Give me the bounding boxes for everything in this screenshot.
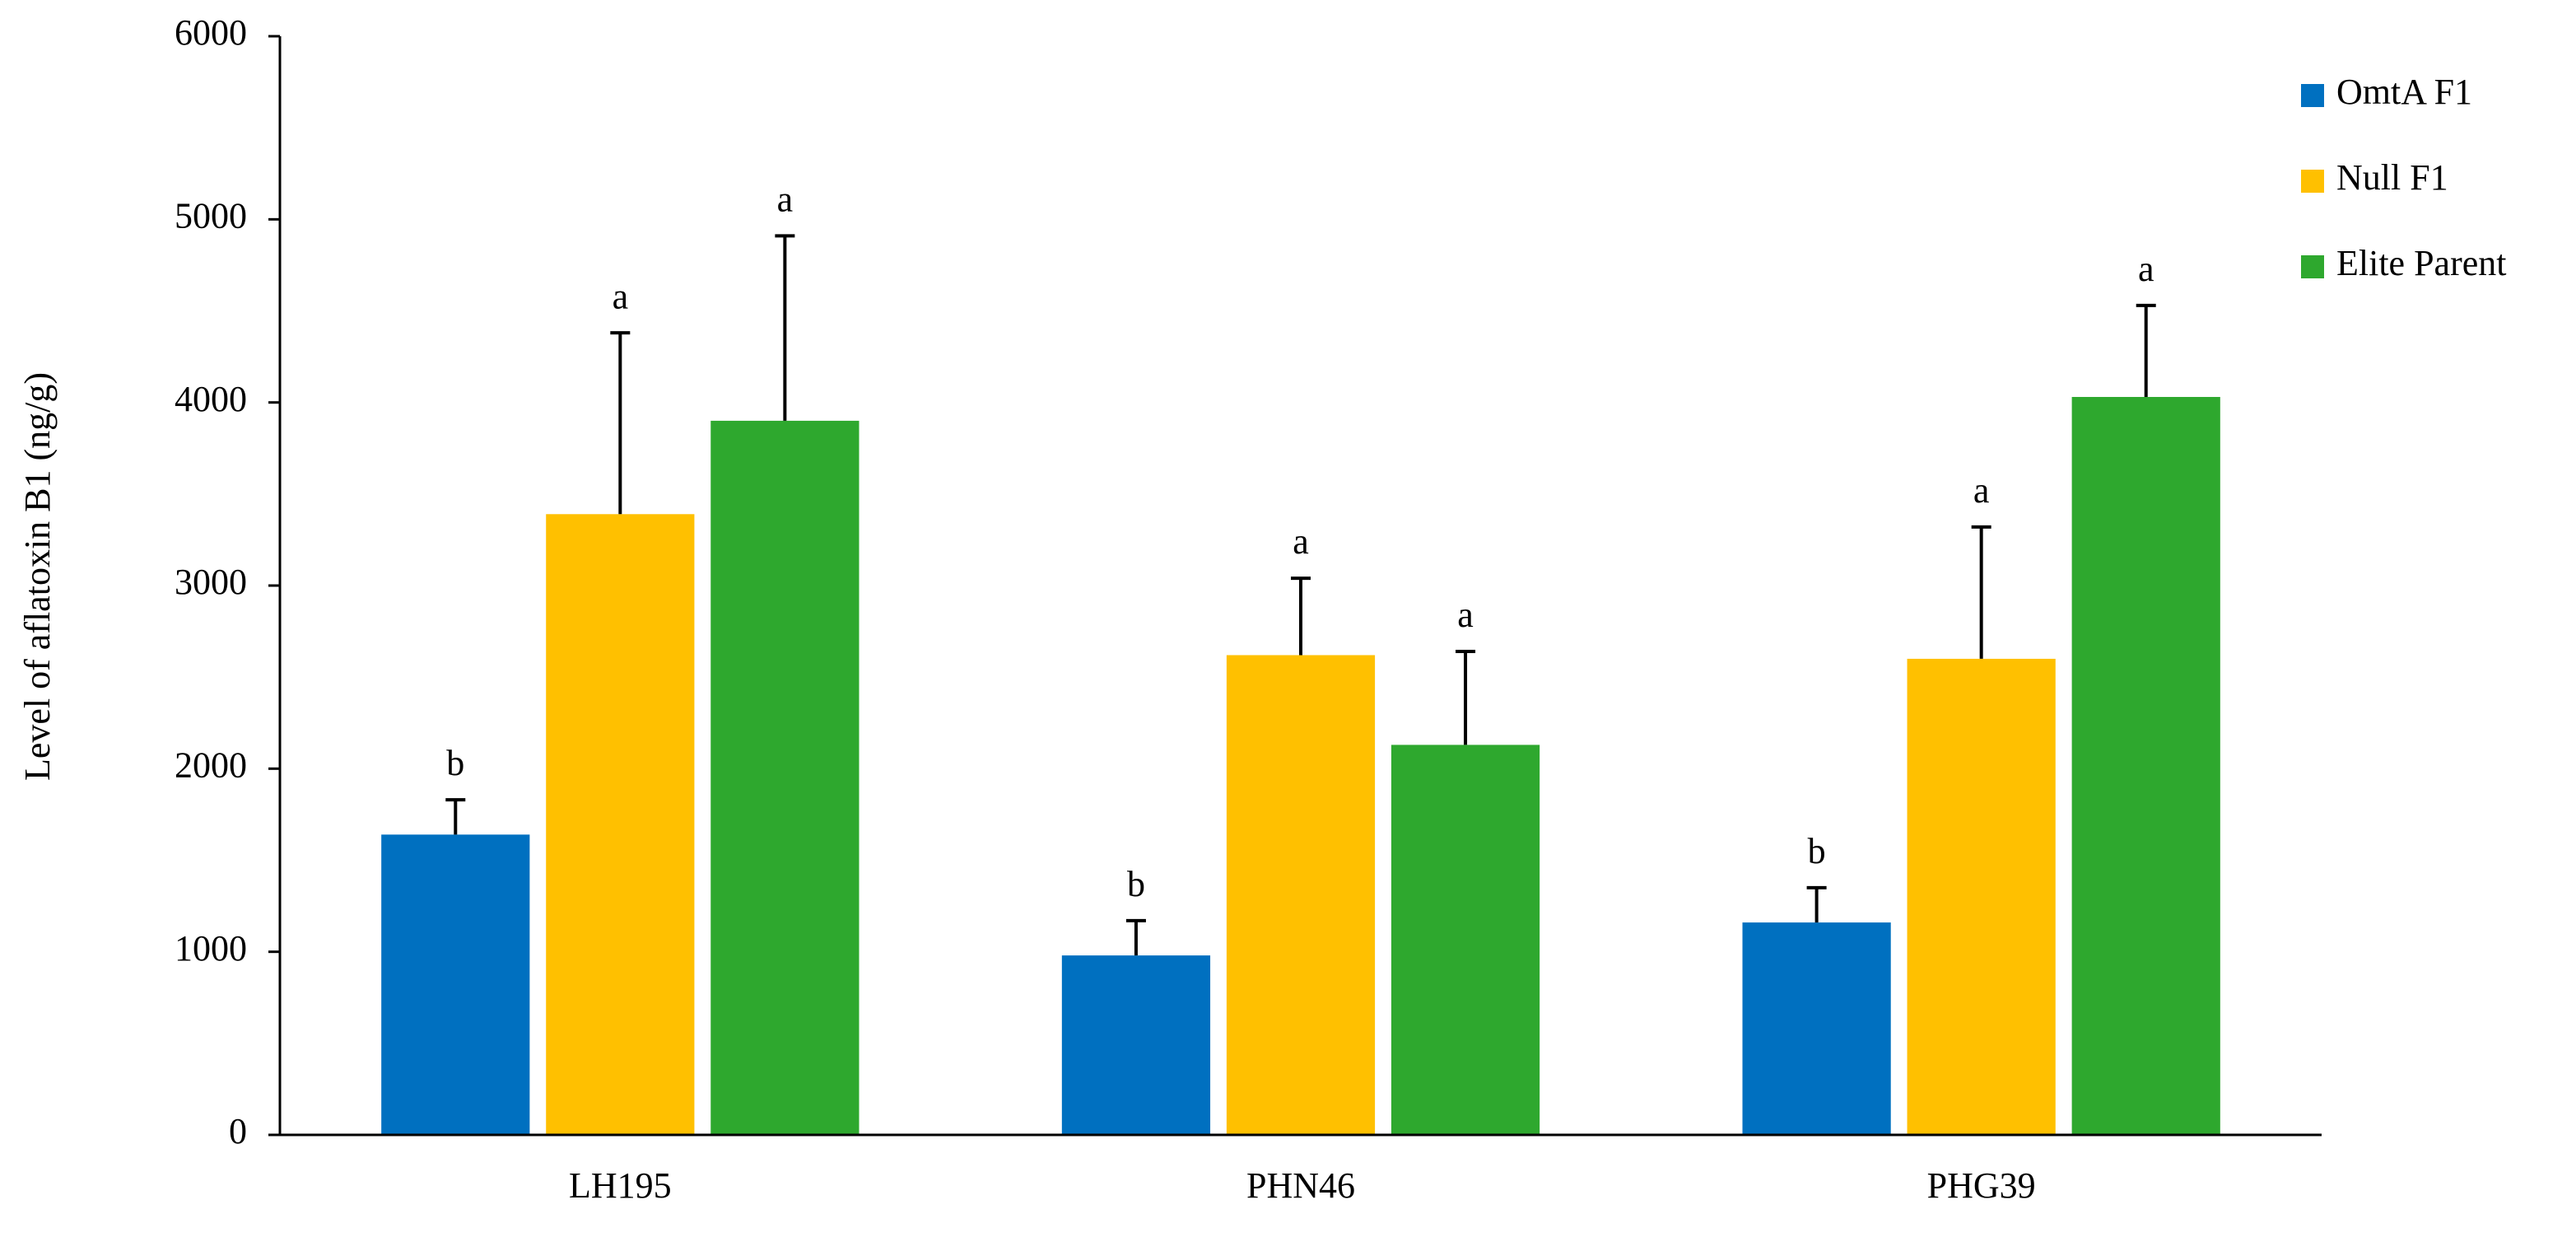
significance-label: a	[2138, 249, 2154, 289]
bar	[2071, 396, 2220, 1135]
bar	[1390, 745, 1540, 1135]
bar	[1907, 658, 2056, 1135]
y-axis-label: Level of aflatoxin B1 (ng/g)	[17, 372, 58, 781]
y-tick-label: 6000	[175, 12, 247, 53]
bar	[710, 420, 859, 1135]
y-tick-label: 2000	[175, 745, 247, 785]
x-tick-label: PHN46	[1246, 1165, 1355, 1206]
significance-label: a	[777, 179, 794, 219]
y-tick-label: 4000	[175, 379, 247, 419]
y-tick-label: 3000	[175, 562, 247, 602]
legend-swatch	[2301, 84, 2324, 107]
x-tick-label: LH195	[569, 1165, 672, 1206]
bar	[1742, 922, 1891, 1135]
bar	[1226, 655, 1376, 1135]
legend-label: Null F1	[2336, 157, 2448, 198]
x-tick-label: PHG39	[1927, 1165, 2036, 1206]
significance-label: a	[1293, 521, 1309, 562]
significance-label: b	[1808, 831, 1826, 871]
y-tick-label: 1000	[175, 928, 247, 969]
significance-label: b	[1127, 864, 1145, 904]
y-tick-label: 5000	[175, 195, 247, 236]
legend-swatch	[2301, 170, 2324, 193]
bar	[1061, 955, 1211, 1135]
significance-label: a	[1973, 470, 1990, 511]
legend-label: OmtA F1	[2336, 72, 2472, 112]
legend-swatch	[2301, 255, 2324, 278]
bar	[546, 514, 695, 1135]
y-tick-label: 0	[229, 1111, 247, 1151]
legend-label: Elite Parent	[2336, 243, 2507, 283]
significance-label: b	[446, 743, 464, 783]
significance-label: a	[1457, 595, 1474, 635]
bar	[381, 834, 530, 1135]
significance-label: a	[613, 276, 629, 316]
